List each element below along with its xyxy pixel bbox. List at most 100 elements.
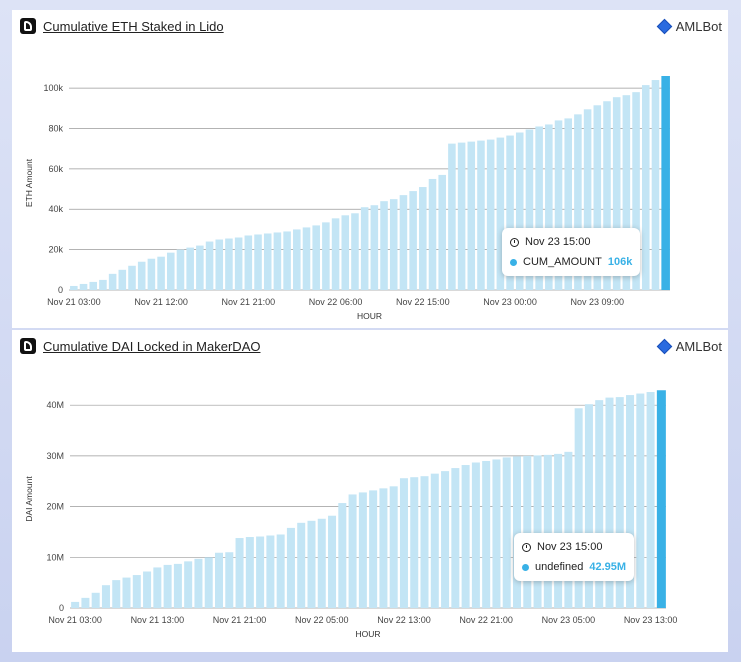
bar: [122, 577, 131, 608]
bar: [603, 101, 611, 291]
bar: [564, 118, 572, 290]
tooltip-series: undefined: [535, 561, 584, 573]
bar: [389, 486, 398, 608]
bar: [448, 143, 456, 290]
bar: [147, 258, 156, 290]
y-tick-label: 20M: [46, 502, 64, 512]
bar: [545, 124, 553, 291]
bar: [283, 231, 291, 290]
bar: [525, 129, 534, 290]
bar: [273, 232, 282, 290]
brand-label: AMLBot: [656, 338, 722, 355]
series-dot-icon: [522, 563, 529, 571]
chart-tooltip: Nov 23 15:00 undefined 42.95M: [514, 533, 635, 581]
bar: [341, 215, 350, 290]
x-tick-label: Nov 23 09:00: [571, 297, 625, 307]
bar: [128, 265, 136, 290]
x-tick-label: Nov 21 12:00: [134, 297, 188, 307]
bar: [554, 453, 563, 608]
bar: [184, 561, 193, 608]
bar: [471, 462, 480, 608]
y-tick-label: 0: [59, 603, 64, 613]
bar: [108, 273, 117, 290]
chart-title-link[interactable]: Cumulative ETH Staked in Lido: [43, 18, 224, 34]
series-dot-icon: [510, 258, 517, 266]
bar: [612, 97, 621, 290]
bar: [194, 558, 203, 608]
chart-title-link[interactable]: Cumulative DAI Locked in MakerDAO: [43, 338, 261, 354]
bar: [225, 552, 234, 608]
y-tick-label: 80k: [48, 123, 63, 133]
bar: [661, 76, 670, 290]
eth-bar-chart[interactable]: 0 20k 40k 60k 80k 100k Nov 21 03:00 Nov 21 12:0…: [12, 10, 728, 328]
bar: [89, 281, 98, 290]
bar: [492, 459, 501, 608]
bar: [467, 141, 476, 290]
x-tick-label: Nov 21 21:00: [222, 297, 276, 307]
bar: [286, 527, 295, 608]
bar: [205, 241, 214, 290]
bar: [328, 515, 337, 608]
tooltip-series: CUM_AMOUNT: [523, 256, 602, 268]
bar: [506, 135, 514, 290]
bar: [245, 537, 254, 608]
bar: [157, 256, 165, 290]
tooltip-time: Nov 23 15:00: [537, 541, 603, 553]
bar: [574, 114, 582, 290]
bar: [593, 105, 602, 290]
bar: [515, 132, 524, 290]
bar: [380, 201, 388, 290]
bar: [584, 404, 593, 608]
bar: [99, 279, 107, 290]
bar: [430, 473, 439, 608]
bar: [646, 392, 655, 608]
chart-tooltip: Nov 23 15:00 CUM_AMOUNT 106k: [502, 228, 641, 276]
y-axis-label: ETH Amount: [24, 158, 34, 207]
bar: [543, 454, 552, 608]
x-axis-label: HOUR: [355, 629, 380, 639]
bar: [266, 535, 275, 608]
bar: [369, 490, 378, 608]
bar: [583, 109, 592, 291]
bar: [564, 451, 573, 608]
x-tick-label: Nov 21 21:00: [213, 615, 267, 625]
bar: [163, 564, 172, 608]
bar: [317, 518, 326, 608]
bar: [276, 534, 285, 608]
bar: [641, 85, 650, 291]
y-tick-label: 40M: [46, 400, 64, 410]
bar: [512, 456, 522, 608]
bar: [244, 235, 253, 290]
bar: [615, 397, 624, 608]
bar: [502, 457, 511, 608]
bar: [307, 520, 316, 608]
bar: [626, 395, 635, 608]
brand-name: AMLBot: [675, 339, 722, 354]
bar: [254, 234, 262, 290]
bar: [358, 492, 367, 608]
bar: [441, 471, 450, 608]
bar: [428, 178, 437, 290]
bar: [370, 205, 379, 290]
bar: [263, 233, 272, 290]
bar: [533, 455, 542, 608]
x-tick-label: Nov 22 13:00: [377, 615, 431, 625]
bar: [419, 187, 427, 290]
bar: [132, 575, 141, 608]
y-tick-label: 30M: [46, 451, 64, 461]
bar: [338, 503, 347, 608]
bar: [351, 213, 359, 290]
bar: [322, 222, 330, 290]
bar: [482, 460, 491, 608]
y-tick-label: 0: [58, 285, 63, 295]
x-tick-label: Nov 21 03:00: [48, 615, 102, 625]
bar: [137, 261, 146, 290]
bar: [651, 80, 660, 290]
bar: [360, 207, 369, 290]
y-tick-label: 20k: [48, 245, 63, 255]
bar: [496, 137, 505, 290]
dai-bar-chart[interactable]: 0 10M 20M 30M 40M Nov 21 03:00 Nov 21 13:00 Nov…: [12, 330, 728, 652]
bar: [399, 195, 408, 290]
chart-header: Cumulative DAI Locked in MakerDAO: [20, 338, 260, 354]
clock-icon: [510, 237, 519, 247]
